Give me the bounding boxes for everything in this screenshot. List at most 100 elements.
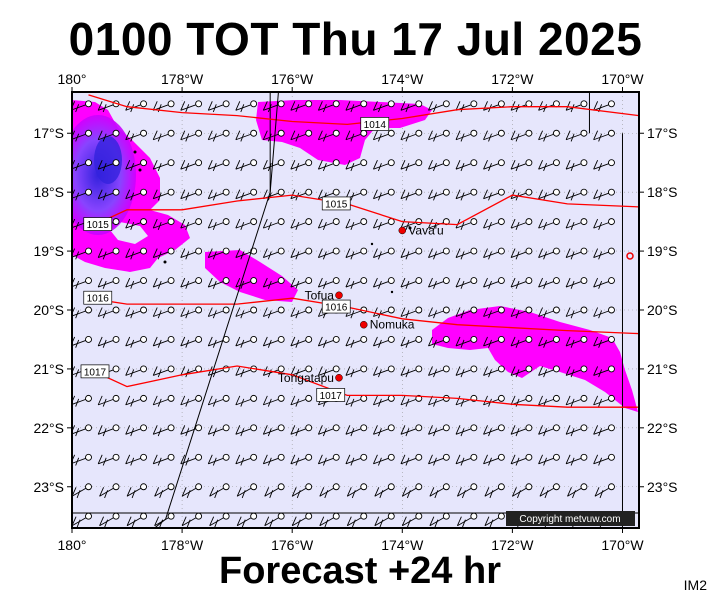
lon-label-top: 174°W xyxy=(381,71,424,87)
wind-barb xyxy=(483,424,505,437)
wind-barb xyxy=(125,100,148,113)
isobar-label: 1014 xyxy=(360,117,390,131)
wind-barb xyxy=(152,129,175,142)
wind-barb xyxy=(567,483,588,499)
wind-barb xyxy=(373,218,395,230)
wind-barb xyxy=(180,336,203,348)
place-marker: Tofua xyxy=(305,288,343,302)
wind-barb xyxy=(565,129,588,142)
lat-label-left: 17°S xyxy=(33,125,64,141)
wind-barb xyxy=(373,336,395,348)
wind-barb xyxy=(235,336,258,348)
wind-barb xyxy=(346,483,368,499)
wind-barb xyxy=(207,424,230,437)
lat-label-left: 21°S xyxy=(33,361,64,377)
wind-barb xyxy=(317,100,340,113)
wind-barb xyxy=(97,277,120,289)
lat-label-right: 19°S xyxy=(647,243,678,259)
wind-barb xyxy=(373,306,395,319)
wind-barb xyxy=(401,483,423,499)
wind-barb xyxy=(538,247,560,260)
rain-areas xyxy=(72,100,638,412)
wind-barb xyxy=(593,365,615,378)
isobar-label: 1015 xyxy=(83,217,113,231)
wind-barb xyxy=(152,159,175,172)
wind-barb xyxy=(317,129,340,142)
svg-text:1015: 1015 xyxy=(87,220,110,231)
wind-barb xyxy=(154,483,175,499)
wind-barb xyxy=(483,247,505,260)
lon-label-bottom: 170°W xyxy=(601,537,644,553)
wind-barb xyxy=(207,129,230,142)
wind-barb xyxy=(400,247,423,260)
wind-barb xyxy=(565,394,588,407)
wind-barb xyxy=(565,424,588,437)
lon-label-top: 178°W xyxy=(161,71,204,87)
wind-barb xyxy=(593,129,615,142)
wind-barb xyxy=(290,100,313,113)
wind-barb xyxy=(207,306,230,319)
wind-barb xyxy=(455,218,478,230)
wind-barb xyxy=(290,336,313,348)
lat-label-right: 20°S xyxy=(647,302,678,318)
wind-barb xyxy=(510,159,533,172)
axis-ticks: 180° 180° 178°W 178°W 176°W 176°W 174°W 174°W 17… xyxy=(33,71,677,553)
wind-barb xyxy=(125,365,148,378)
wind-barb xyxy=(400,100,423,113)
wind-barb xyxy=(483,394,505,407)
lon-label-bottom: 172°W xyxy=(491,537,534,553)
lat-label-left: 18°S xyxy=(33,184,64,200)
wind-barb xyxy=(235,453,258,466)
svg-text:1016: 1016 xyxy=(87,294,110,305)
wind-barb xyxy=(539,483,560,499)
lat-label-right: 22°S xyxy=(647,420,678,436)
wind-barb xyxy=(152,277,175,289)
wind-barb xyxy=(317,218,340,230)
wind-barb xyxy=(290,277,313,289)
wind-barb xyxy=(565,306,588,319)
wind-barb xyxy=(290,218,313,230)
wind-barb xyxy=(483,365,505,378)
wind-barb xyxy=(181,483,203,499)
wind-barb xyxy=(97,129,120,142)
wind-barb xyxy=(180,277,203,289)
wind-barb xyxy=(180,129,203,142)
wind-barb xyxy=(565,277,588,289)
svg-text:1017: 1017 xyxy=(320,391,343,402)
wind-barb xyxy=(510,277,533,289)
wind-barb xyxy=(235,394,258,407)
wind-barb xyxy=(345,218,368,230)
wind-barb xyxy=(152,100,175,113)
wind-barbs xyxy=(72,92,623,528)
map-gridlines xyxy=(72,92,639,528)
wind-barb xyxy=(262,100,285,113)
wind-barb xyxy=(373,247,395,260)
wind-barb xyxy=(236,512,258,528)
wind-barb xyxy=(400,306,423,319)
wind-barb xyxy=(125,218,148,230)
wind-barb xyxy=(345,247,368,260)
wind-barb xyxy=(428,336,450,348)
wind-barb xyxy=(290,424,313,437)
wind-barb xyxy=(180,100,203,113)
wind-barb xyxy=(317,424,340,437)
wind-barb xyxy=(345,453,368,466)
wind-barb xyxy=(125,424,148,437)
wind-barb xyxy=(235,277,258,289)
wind-barb xyxy=(455,453,478,466)
wind-barb xyxy=(180,247,203,260)
wind-barb xyxy=(262,453,285,466)
wind-barb xyxy=(262,218,285,230)
wind-barb xyxy=(345,336,368,348)
wind-barb xyxy=(538,394,560,407)
wind-barb xyxy=(428,100,450,113)
rain-area-central xyxy=(205,250,298,302)
lon-label-top: 176°W xyxy=(271,71,314,87)
wind-barb xyxy=(126,512,148,528)
wind-barb xyxy=(290,306,313,319)
wind-barb xyxy=(565,218,588,230)
wind-barb xyxy=(565,188,588,201)
wind-barb xyxy=(538,218,560,230)
wind-barb xyxy=(72,277,92,289)
